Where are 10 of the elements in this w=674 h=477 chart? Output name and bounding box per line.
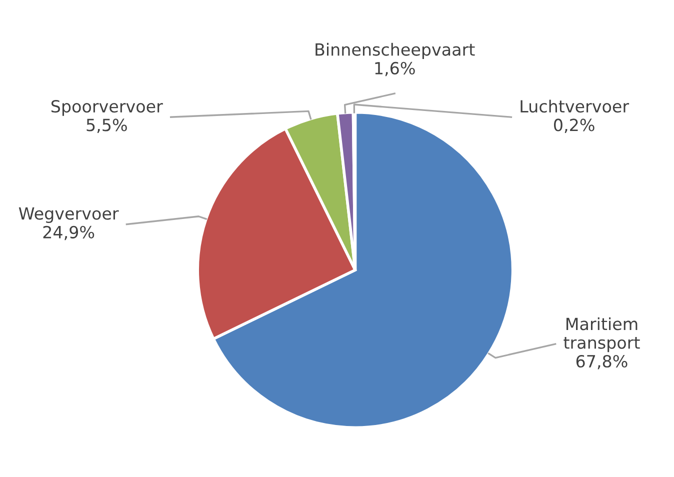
data-label: 24,9%: [43, 226, 94, 240]
slice-label: Spoorvervoer: [51, 100, 163, 116]
slice-label: Wegvervoer: [18, 207, 119, 224]
slice-label: Binnenscheepvaart: [316, 42, 475, 60]
data-label: 67,8%: [576, 354, 628, 370]
data-label: 1,6%: [375, 62, 415, 76]
data-label: 0,2%: [554, 118, 594, 133]
slice-label: Maritiem transport: [564, 317, 640, 352]
slice-label: Luchtvervoer: [520, 100, 630, 113]
data-label: 5,5%: [86, 118, 127, 133]
